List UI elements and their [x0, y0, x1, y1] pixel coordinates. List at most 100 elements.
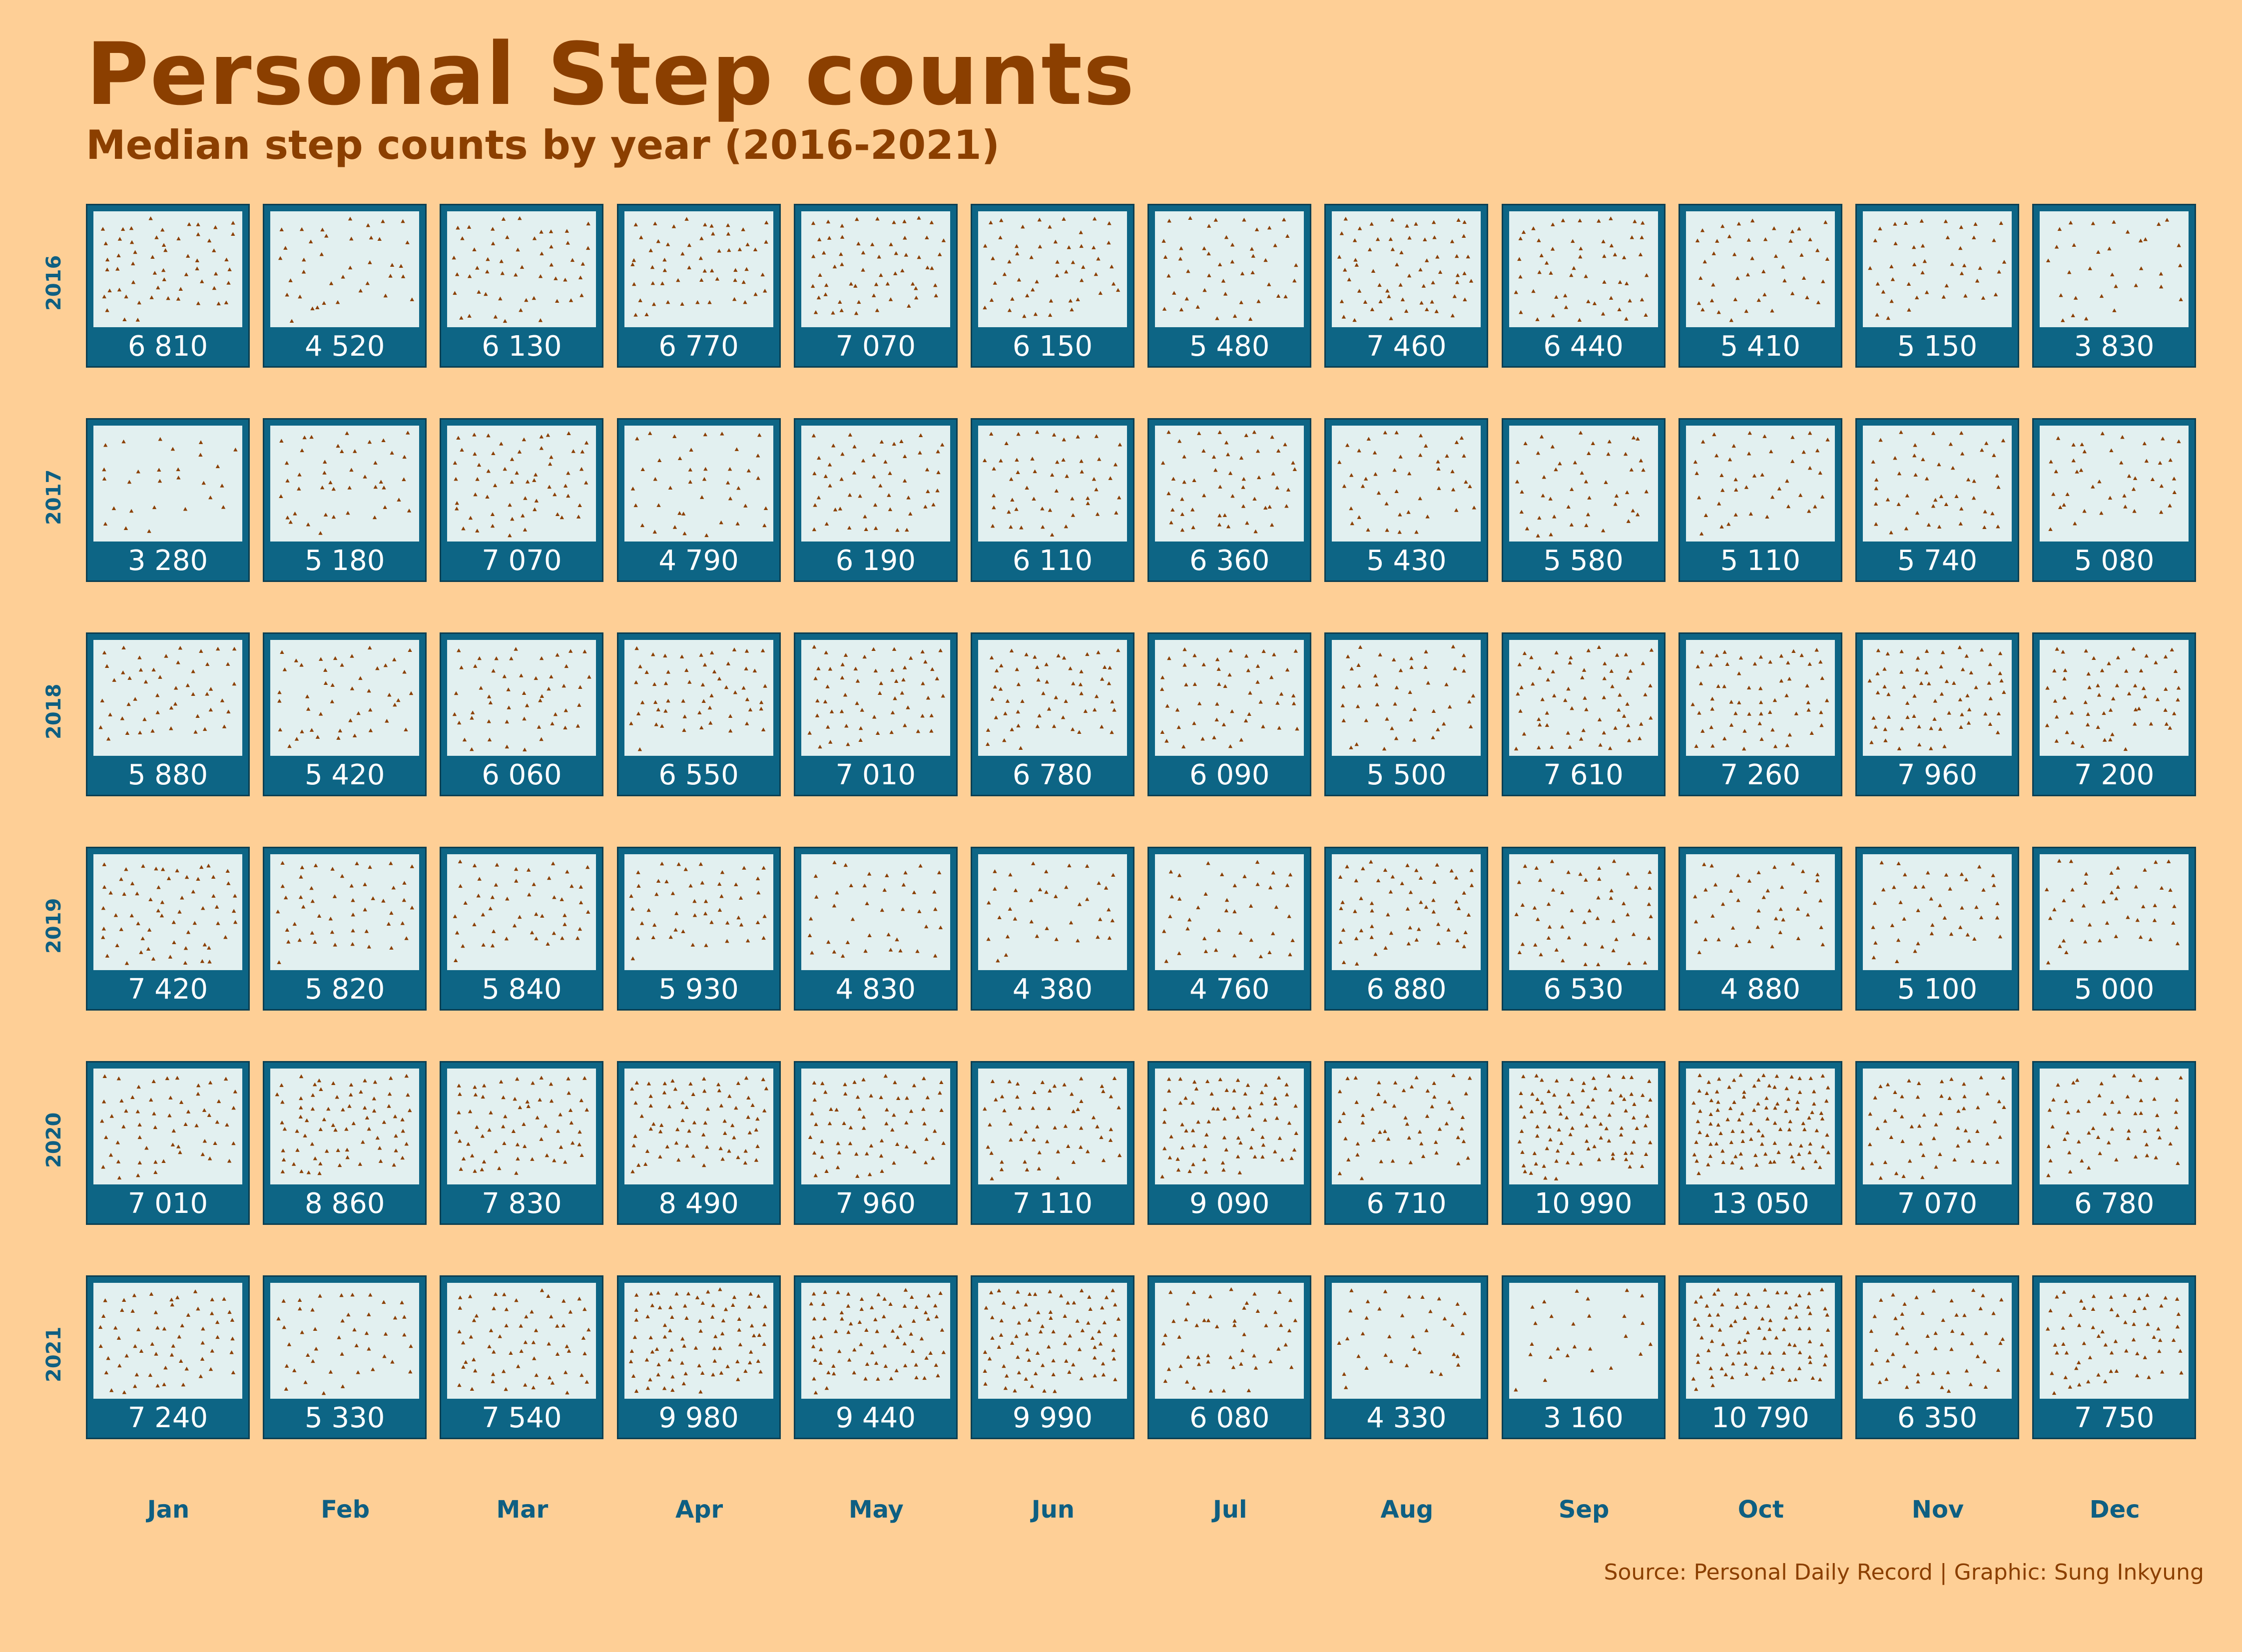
step-marker: [1530, 1305, 1535, 1309]
step-marker: [633, 313, 638, 317]
step-marker: [1806, 1305, 1810, 1309]
step-marker: [277, 960, 281, 964]
step-markers: [2046, 1290, 2184, 1395]
step-marker: [2109, 1307, 2114, 1311]
step-marker: [1960, 452, 1965, 456]
step-marker: [1214, 717, 1219, 722]
step-marker: [744, 267, 749, 271]
step-marker: [1402, 1088, 1406, 1093]
step-marker: [341, 1107, 345, 1111]
step-marker: [339, 1293, 344, 1297]
step-marker: [1049, 299, 1054, 303]
step-marker: [1952, 681, 1956, 685]
step-marker: [901, 883, 906, 887]
step-marker: [1602, 730, 1606, 735]
median-step-value: 4 790: [658, 545, 739, 577]
month-tile: 5 430: [1324, 418, 1489, 582]
chart-title: Personal Step counts: [86, 24, 1135, 124]
step-marker: [993, 869, 997, 873]
step-marker: [1242, 217, 1246, 222]
step-marker: [684, 1316, 689, 1320]
step-marker: [1394, 489, 1399, 494]
step-marker: [1748, 1121, 1753, 1125]
step-marker: [1337, 255, 1342, 259]
step-marker: [502, 1369, 506, 1373]
step-marker: [2096, 1135, 2101, 1139]
step-marker: [648, 1094, 653, 1098]
step-marker: [1233, 314, 1237, 318]
step-marker: [1342, 484, 1347, 488]
step-marker: [1756, 1078, 1761, 1082]
step-marker: [286, 940, 291, 944]
step-marker: [561, 1323, 566, 1328]
step-marker: [475, 529, 480, 533]
step-marker: [1695, 1360, 1700, 1364]
step-marker: [2100, 668, 2105, 672]
step-marker: [1426, 680, 1431, 685]
step-marker: [1009, 1137, 1013, 1142]
step-marker: [1172, 291, 1176, 295]
step-marker: [1034, 1371, 1038, 1376]
step-marker: [1941, 295, 1946, 299]
step-marker: [1714, 653, 1719, 657]
step-marker: [547, 686, 552, 691]
step-marker: [1047, 1344, 1051, 1349]
step-marker: [1979, 915, 1984, 920]
step-marker: [1891, 1352, 1895, 1356]
step-marker: [937, 870, 942, 875]
step-marker: [880, 1169, 884, 1173]
step-marker: [1117, 1153, 1122, 1157]
step-marker: [130, 1095, 135, 1099]
step-marker: [1747, 879, 1751, 883]
step-marker: [2086, 671, 2091, 676]
step-marker: [1722, 650, 1727, 654]
step-marker: [116, 1076, 121, 1081]
step-marker: [1546, 1089, 1551, 1094]
step-marker: [504, 1323, 509, 1328]
tile-dot-field: [1509, 854, 1658, 970]
step-marker: [1768, 449, 1773, 454]
step-marker: [1525, 527, 1529, 531]
step-marker: [1743, 1301, 1747, 1305]
step-marker: [1519, 1129, 1524, 1133]
step-marker: [1229, 1287, 1234, 1291]
step-marker: [1366, 1299, 1370, 1303]
step-marker: [1096, 935, 1100, 939]
step-marker: [1639, 235, 1644, 239]
step-marker: [222, 724, 227, 728]
step-marker: [1725, 1117, 1730, 1121]
step-marker: [336, 1148, 341, 1152]
step-marker: [986, 937, 991, 941]
step-marker: [1239, 1362, 1243, 1366]
step-markers: [630, 431, 768, 538]
step-marker: [1878, 1084, 1883, 1089]
step-marker: [659, 724, 664, 728]
step-marker: [861, 1078, 866, 1082]
step-marker: [1435, 863, 1440, 867]
step-marker: [1586, 299, 1591, 303]
step-marker: [1086, 496, 1090, 500]
step-marker: [682, 714, 687, 718]
step-marker: [1208, 1294, 1213, 1298]
step-marker: [704, 533, 709, 538]
step-marker: [2156, 1326, 2161, 1331]
step-marker: [1284, 504, 1289, 508]
step-marker: [1794, 711, 1798, 715]
step-marker: [1289, 1156, 1294, 1160]
step-marker: [731, 1135, 736, 1139]
step-marker: [1579, 737, 1583, 741]
step-marker: [124, 867, 128, 871]
step-marker: [1015, 1095, 1020, 1099]
step-marker: [892, 647, 897, 651]
step-marker: [1215, 1106, 1220, 1111]
step-marker: [1883, 738, 1888, 742]
step-marker: [1178, 256, 1183, 261]
step-marker: [1051, 1329, 1056, 1334]
step-marker: [491, 512, 495, 516]
step-marker: [1578, 246, 1583, 251]
step-marker: [1196, 1119, 1200, 1124]
step-marker: [1736, 1350, 1741, 1355]
step-marker: [1569, 273, 1574, 277]
step-marker: [1592, 1114, 1597, 1119]
step-markers: [986, 861, 1116, 963]
